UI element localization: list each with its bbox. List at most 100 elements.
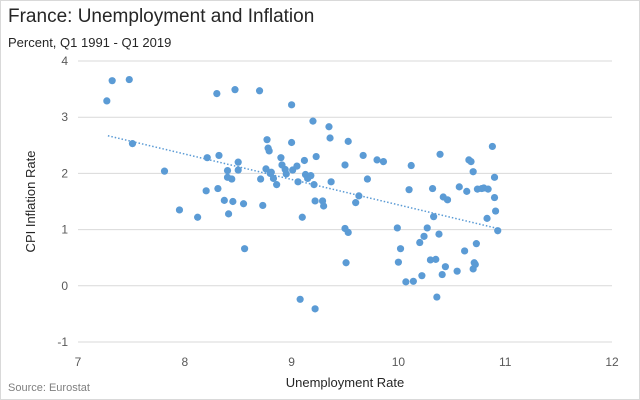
data-point [326, 134, 334, 142]
data-point [469, 168, 477, 176]
data-point [239, 200, 248, 208]
data-point [307, 172, 315, 180]
data-point [265, 147, 273, 155]
data-point [455, 183, 463, 191]
x-tick-label: 8 [181, 355, 188, 369]
data-point [433, 293, 441, 301]
data-point [344, 228, 352, 237]
data-point [194, 213, 202, 221]
data-point [428, 184, 437, 193]
data-point [363, 175, 372, 183]
data-point [128, 140, 137, 148]
data-point [325, 123, 333, 131]
chart-source: Source: Eurostat [8, 382, 90, 394]
data-point [426, 256, 435, 264]
data-point [488, 142, 496, 151]
data-point [269, 174, 278, 183]
data-point [407, 161, 415, 170]
data-point [484, 185, 492, 193]
data-point [273, 181, 281, 189]
data-point [463, 187, 471, 195]
x-tick-label: 11 [499, 355, 512, 369]
data-point [277, 154, 285, 162]
data-point [327, 178, 335, 186]
y-tick-label: 2 [61, 166, 68, 180]
data-point [432, 255, 440, 263]
data-point [214, 184, 222, 193]
data-point [300, 156, 309, 165]
data-point [257, 175, 265, 183]
data-point [224, 210, 233, 218]
data-point [288, 101, 296, 109]
data-point [342, 259, 350, 267]
data-point [215, 151, 223, 160]
data-point [393, 224, 401, 232]
data-point [453, 267, 461, 275]
data-point [490, 193, 499, 202]
data-point [483, 214, 491, 222]
data-point [311, 197, 319, 205]
data-point [234, 158, 242, 166]
data-point [311, 305, 319, 313]
data-point [296, 295, 304, 303]
data-point [416, 238, 424, 247]
data-point [373, 156, 381, 164]
data-point [430, 213, 438, 221]
data-point [405, 186, 413, 194]
data-point [203, 154, 211, 162]
data-point [320, 202, 328, 210]
data-point [438, 270, 446, 279]
data-point [267, 168, 275, 176]
data-point [125, 75, 133, 84]
data-point [255, 87, 264, 95]
data-point [355, 192, 363, 200]
y-tick-label: 1 [61, 223, 68, 237]
data-point [259, 201, 267, 210]
data-point [472, 240, 480, 248]
data-point [491, 207, 500, 215]
data-point [467, 157, 475, 166]
data-point [175, 206, 184, 214]
chart-subtitle: Percent, Q1 1991 - Q1 2019 [8, 35, 172, 50]
data-point [241, 245, 249, 253]
data-point [396, 245, 405, 253]
data-point [202, 187, 210, 195]
data-point [494, 227, 502, 235]
data-point [234, 166, 242, 174]
data-point [228, 175, 236, 183]
x-axis-tick-labels: 7 8 9 10 11 12 [75, 355, 619, 369]
x-tick-label: 10 [392, 355, 406, 369]
data-point [294, 178, 302, 186]
data-point [471, 260, 479, 269]
data-point [288, 138, 296, 147]
y-tick-label: -1 [57, 335, 68, 349]
data-point [435, 230, 443, 238]
data-point [441, 263, 449, 271]
data-point [103, 97, 111, 105]
y-tick-label: 4 [61, 54, 68, 68]
data-point [309, 117, 317, 125]
data-point [341, 161, 349, 169]
data-point [490, 173, 499, 181]
data-point [344, 137, 352, 145]
data-point [231, 86, 239, 94]
data-point [461, 247, 469, 255]
data-point [213, 89, 221, 98]
data-point [394, 258, 402, 266]
data-point [282, 170, 290, 178]
data-point [352, 199, 360, 207]
data-point [423, 224, 431, 232]
data-points [103, 75, 502, 313]
y-tick-label: 3 [61, 110, 68, 124]
trendline [107, 135, 498, 230]
data-point [443, 196, 452, 204]
data-point [160, 167, 169, 175]
chart-title: France: Unemployment and Inflation [8, 6, 315, 27]
x-tick-label: 12 [605, 355, 619, 369]
data-point [402, 278, 410, 286]
data-point [108, 77, 116, 85]
data-point [310, 181, 318, 189]
data-point [263, 136, 271, 144]
data-point [418, 272, 426, 280]
